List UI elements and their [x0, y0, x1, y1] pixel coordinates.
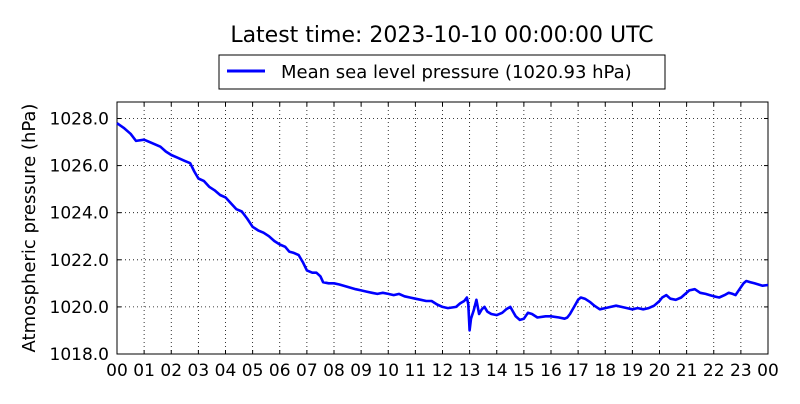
y-tick-label: 1028.0: [50, 109, 109, 129]
x-tick-label: 17: [567, 361, 589, 381]
x-tick-label: 13: [459, 361, 481, 381]
x-tick-label: 01: [133, 361, 155, 381]
x-tick-label: 10: [377, 361, 399, 381]
y-tick-label: 1026.0: [50, 157, 109, 177]
x-tick-label: 04: [215, 361, 237, 381]
x-tick-label: 21: [676, 361, 698, 381]
x-tick-label: 20: [649, 361, 671, 381]
x-tick-label: 09: [350, 361, 372, 381]
x-tick-label: 03: [188, 361, 210, 381]
x-axis-tick-labels: 00 01 02 03 04 05 06 07 08 09 10 11 12 13 14 15 16 17 18 19…: [106, 361, 779, 381]
x-tick-label: 07: [296, 361, 318, 381]
x-tick-label: 12: [432, 361, 454, 381]
y-axis-tick-labels: 1018.0 1020.0 1022.0 1024.0 1026.0 1028.0: [50, 109, 109, 365]
chart-title: Latest time: 2023-10-10 00:00:00 UTC: [230, 23, 653, 48]
x-tick-label: 00: [757, 361, 779, 381]
y-axis-label: Atmospheric pressure (hPa): [19, 104, 40, 353]
x-tick-label: 23: [730, 361, 752, 381]
legend: Mean sea level pressure (1020.93 hPa): [218, 54, 666, 90]
plot-frame: [116, 101, 769, 355]
x-tick-label: 14: [486, 361, 508, 381]
legend-box: [218, 54, 666, 90]
x-tick-label: 19: [622, 361, 644, 381]
x-tick-label: 22: [703, 361, 725, 381]
x-tick-label: 06: [269, 361, 291, 381]
axis-ticks: [116, 102, 769, 355]
x-tick-label: 11: [405, 361, 427, 381]
series-line-mean-sea-level-pressure: [116, 122, 769, 332]
x-tick-label: 15: [513, 361, 535, 381]
x-tick-label: 00: [106, 361, 128, 381]
y-tick-label: 1024.0: [50, 204, 109, 224]
y-tick-label: 1022.0: [50, 251, 109, 271]
x-tick-label: 05: [242, 361, 264, 381]
grid-lines: [117, 102, 768, 354]
x-tick-label: 18: [594, 361, 616, 381]
x-tick-label: 08: [323, 361, 345, 381]
y-tick-label: 1020.0: [50, 298, 109, 318]
x-tick-label: 16: [540, 361, 562, 381]
series-layer: [116, 122, 769, 332]
legend-label: Mean sea level pressure (1020.93 hPa): [281, 62, 632, 83]
x-tick-label: 02: [160, 361, 182, 381]
y-tick-label: 1018.0: [50, 345, 109, 365]
